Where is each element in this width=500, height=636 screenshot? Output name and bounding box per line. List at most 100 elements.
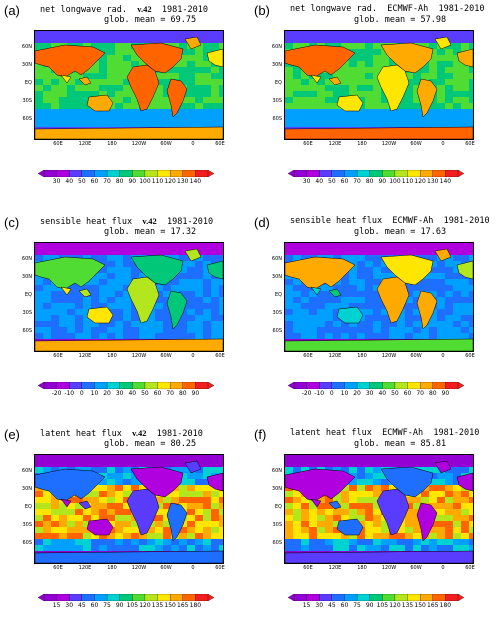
colorbar-swatch	[407, 170, 421, 177]
field-cell	[381, 321, 389, 327]
field-cell	[325, 249, 333, 255]
field-cell	[445, 85, 453, 91]
field-cell	[429, 55, 437, 61]
field-cell	[219, 539, 223, 545]
field-cell	[83, 521, 91, 527]
field-cell	[195, 73, 203, 79]
colorbar-tick: 90	[115, 602, 124, 609]
field-cell	[91, 333, 99, 339]
field-cell	[107, 61, 115, 67]
field-cell	[91, 115, 99, 121]
field-cell	[219, 73, 223, 79]
field-cell	[469, 509, 473, 515]
field-cell	[91, 73, 99, 79]
field-cell	[91, 533, 99, 539]
field-cell	[381, 55, 389, 61]
field-cell	[115, 515, 123, 521]
field-cell	[317, 303, 325, 309]
field-cell	[171, 121, 179, 127]
colorbar-min-arrow	[38, 170, 45, 177]
field-cell	[421, 73, 429, 79]
colorbar	[38, 382, 214, 389]
colorbar-swatch	[170, 594, 184, 601]
field-cell	[203, 49, 211, 55]
lon-label: 60E	[465, 141, 475, 147]
field-cell	[293, 91, 301, 97]
field-cell	[317, 291, 325, 297]
field-cell	[123, 503, 131, 509]
field-cell	[163, 315, 171, 321]
colorbar-swatch	[293, 382, 308, 389]
field-cell	[325, 85, 333, 91]
field-cell	[405, 315, 413, 321]
field-cell	[51, 243, 59, 249]
field-cell	[43, 545, 51, 551]
lon-label: 120W	[381, 353, 397, 359]
field-cell	[413, 115, 421, 121]
field-cell	[349, 109, 357, 115]
field-cell	[179, 55, 187, 61]
field-cell	[413, 297, 421, 303]
field-cell	[293, 31, 301, 37]
field-cell	[397, 527, 405, 533]
lat-label: EQ	[274, 80, 282, 86]
field-cell	[389, 249, 397, 255]
field-cell	[195, 455, 203, 461]
field-cell	[91, 273, 99, 279]
field-cell	[453, 321, 461, 327]
field-cell	[301, 79, 309, 85]
field-cell	[357, 91, 365, 97]
field-cell	[187, 97, 195, 103]
field-cell	[357, 327, 365, 333]
field-cell	[285, 109, 293, 115]
field-cell	[83, 97, 91, 103]
field-cell	[325, 533, 333, 539]
field-cell	[293, 327, 301, 333]
field-cell	[445, 61, 453, 67]
mean-label: glob. mean =	[354, 15, 421, 25]
field-cell	[83, 533, 91, 539]
field-cell	[91, 455, 99, 461]
field-cell	[413, 103, 421, 109]
field-cell	[59, 303, 67, 309]
field-cell	[349, 61, 357, 67]
field-cell	[179, 315, 187, 321]
field-cell	[333, 509, 341, 515]
field-cell	[99, 115, 107, 121]
field-cell	[35, 509, 43, 515]
field-cell	[445, 261, 453, 267]
field-cell	[349, 297, 357, 303]
colorbar-tick: 45	[328, 602, 336, 609]
field-cell	[99, 31, 107, 37]
field-cell	[179, 79, 187, 85]
lon-label: 180	[357, 565, 367, 571]
field-cell	[373, 291, 381, 297]
colorbar-swatch	[119, 594, 133, 601]
colorbar-tick: 80	[428, 390, 437, 397]
field-cell	[195, 303, 203, 309]
field-cell	[35, 321, 43, 327]
field-cell	[35, 73, 43, 79]
field-cell	[187, 485, 195, 491]
field-cell	[203, 503, 211, 509]
field-cell	[349, 479, 357, 485]
field-cell	[389, 109, 397, 115]
lon-label: 180	[357, 353, 367, 359]
field-cell	[421, 279, 429, 285]
field-cell	[75, 121, 83, 127]
global-mean: glob. mean = 85.81	[354, 439, 446, 449]
field-cell	[51, 327, 59, 333]
field-cell	[445, 67, 453, 73]
field-cell	[333, 327, 341, 333]
field-cell	[325, 455, 333, 461]
field-cell	[179, 31, 187, 37]
field-cell	[349, 503, 357, 509]
field-cell	[373, 255, 381, 261]
field-cell	[115, 273, 123, 279]
field-cell	[397, 321, 405, 327]
field-cell	[51, 73, 59, 79]
field-cell	[115, 291, 123, 297]
field-cell	[115, 485, 123, 491]
field-cell	[203, 479, 211, 485]
field-cell	[163, 455, 171, 461]
